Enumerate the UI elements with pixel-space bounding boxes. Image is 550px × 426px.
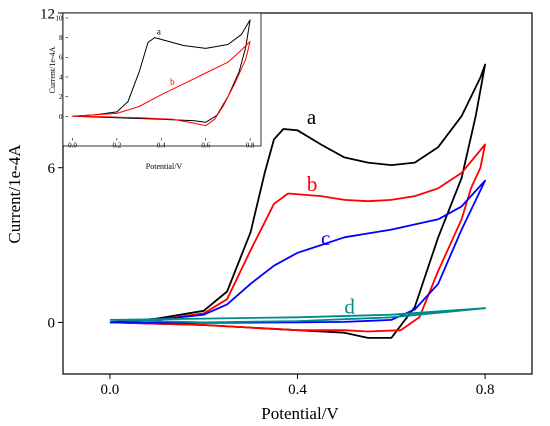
inset-y-tick-label: 10 [56,14,64,22]
inset-series-a-label: a [157,27,161,37]
main-series-labels: a b c d [307,105,356,319]
inset-frame [63,13,261,146]
y-tick-label: 12 [40,6,55,22]
inset-y-tick-label: 8 [59,34,63,42]
inset-y-tick-label: 4 [59,73,63,81]
series-a-label: a [307,105,317,129]
inset-y-tick-label: 0 [59,113,63,121]
y-axis-label: Current/1e-4A [5,144,24,244]
series-b-label: b [307,172,318,196]
y-tick-label: 0 [48,316,56,332]
inset-x-tick-label: 0.0 [68,142,77,150]
x-tick-label: 0.0 [101,382,120,398]
series-c-line [110,181,485,323]
x-tick-label: 0.4 [288,382,307,398]
inset-chart: 0.0 0.2 0.4 0.6 0.8 0 2 4 6 8 10 a b Potential/V Cu… [48,13,261,171]
series-d-line [110,308,485,322]
inset-y-tick-label: 2 [59,93,63,101]
series-d-label: d [344,294,355,318]
y-tick-label: 6 [48,161,56,177]
inset-y-tick-label: 6 [59,54,63,62]
inset-x-tick-label: 0.8 [246,142,255,150]
inset-x-tick-label: 0.2 [112,142,121,150]
inset-series-b-label: b [170,77,175,87]
inset-x-axis-label: Potential/V [146,162,183,171]
inset-y-axis-label: Current/1e-4A [48,46,57,93]
series-b-line [110,145,485,332]
x-tick-label: 0.8 [476,382,495,398]
series-c-label: c [321,226,330,250]
inset-x-tick-label: 0.6 [201,142,210,150]
inset-x-tick-label: 0.4 [157,142,166,150]
x-axis-label: Potential/V [261,404,339,423]
